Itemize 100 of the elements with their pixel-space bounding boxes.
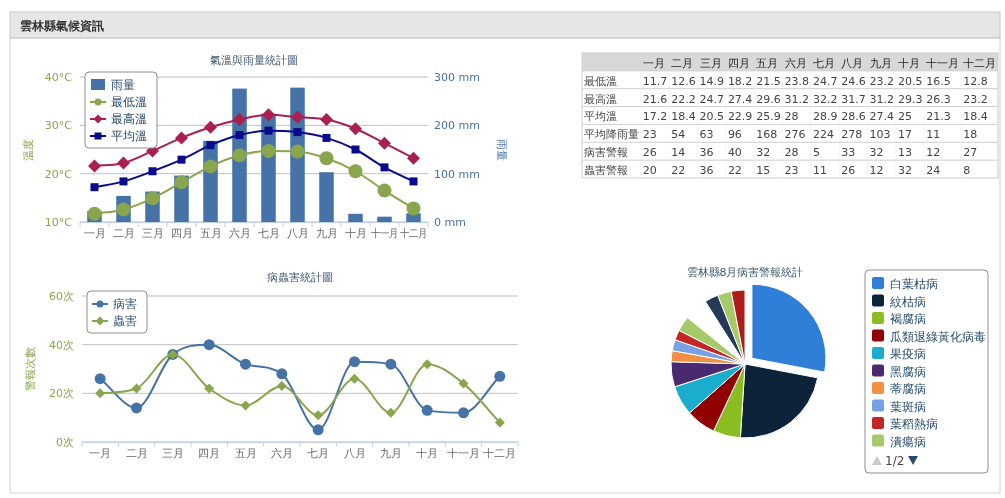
x-tick-label: 五月 [199,227,222,240]
point [276,381,287,392]
point [313,410,324,421]
data-label: 26 [841,164,856,177]
data-label: 29.6 [756,92,781,106]
point [95,388,106,399]
point [204,120,217,134]
point [380,163,389,172]
x-tick-label: 三月 [141,227,164,240]
data-label: 103 [869,128,891,142]
point [406,201,421,216]
point [174,175,189,190]
x-tick-label: 八月 [343,447,366,460]
point [320,113,333,127]
point [203,159,218,174]
point [232,148,247,163]
data-label: 11 [812,164,827,177]
x-tick-label: 十月 [416,447,439,460]
x-tick-label: 九月 [869,56,892,70]
point [385,358,397,370]
data-label: 32 [869,146,884,160]
chart-title: 病蟲害統計圖 [267,271,333,284]
text: 1/2 [885,454,905,468]
data-label: 16.5 [926,74,951,88]
x-tick-label: 五月 [756,56,779,70]
point [90,183,99,192]
x-tick-label: 四月 [727,56,750,70]
y-tick-label: 0次 [56,436,74,449]
point [349,373,360,384]
y-tick-label: 平均溫 [584,110,617,124]
legend-label: 黑腐病 [890,364,926,379]
x-tick-label: 六月 [270,447,293,460]
legend-label: 雨量 [111,78,135,92]
data-label: 54 [671,128,686,142]
data-label: 17 [897,128,912,142]
x-tick-label: 三月 [699,56,722,70]
point [119,177,128,186]
data-label: 21.3 [926,110,951,124]
x-tick-label: 十一月 [447,447,480,460]
y-tick-label: 10°C [44,216,73,229]
data-label: 12 [926,146,941,160]
data-label: 23 [642,128,657,142]
point [322,133,331,142]
legend-label: 白葉枯病 [890,277,938,291]
point [494,370,506,382]
legend-label: 蟲害 [113,314,137,328]
point [351,145,360,154]
data-label: 14 [671,146,686,160]
y2-axis-title: 雨量 [495,138,508,161]
x-tick-label: 六月 [228,227,251,240]
point [458,378,469,389]
y-axis-title: 警報次數 [24,347,37,391]
point [88,159,101,173]
data-label: 224 [812,128,834,142]
data-label: 21.6 [642,92,668,106]
data-label: 26 [642,146,657,160]
data-label: 22.2 [671,92,696,106]
data-label: 31.2 [784,92,810,106]
x-tick-label: 十一月 [926,56,960,70]
data-label: 32 [897,164,912,177]
data-label: 27 [963,146,978,160]
data-label: 18.4 [963,110,988,124]
y-tick-label: 20次 [49,387,74,401]
point [131,383,142,394]
point [421,404,433,416]
x-tick-label: 一月 [642,56,665,70]
y-tick-label: 平均降雨量 [584,128,639,142]
data-label: 15 [756,164,771,177]
data-label: 23.2 [963,92,988,106]
point [276,368,288,380]
point [175,131,188,145]
y2-tick-label: 100 mm [434,167,480,181]
x-tick-label: 四月 [170,227,193,240]
x-tick-label: 九月 [315,227,338,240]
data-label: 12 [869,164,884,177]
point [148,167,157,176]
data-label: 29.3 [897,92,923,106]
y-tick-label: 60次 [49,290,74,303]
data-label: 96 [727,128,742,142]
legend-label: 最高溫 [111,112,147,126]
point [378,136,391,150]
point [290,144,305,159]
data-label: 11.7 [642,74,668,88]
x-tick-label: 八月 [286,227,309,240]
data-label: 25 [897,110,912,124]
legend-label: 潰瘍病 [890,434,926,449]
data-label: 32 [756,146,771,160]
x-tick-label: 三月 [161,447,184,460]
point [409,177,418,186]
legend-label: 蒂腐病 [890,382,926,396]
point [319,151,334,166]
point [131,402,142,414]
data-label: 18.4 [671,110,696,124]
data-label: 24.6 [841,74,866,88]
y2-tick-label: 0 mm [434,216,466,229]
legend-label: 最低溫 [111,95,147,109]
y-tick-label: 最低溫 [584,74,617,88]
point [233,113,246,127]
data-label: 25.9 [756,110,781,124]
data-label: 17.2 [642,110,668,124]
